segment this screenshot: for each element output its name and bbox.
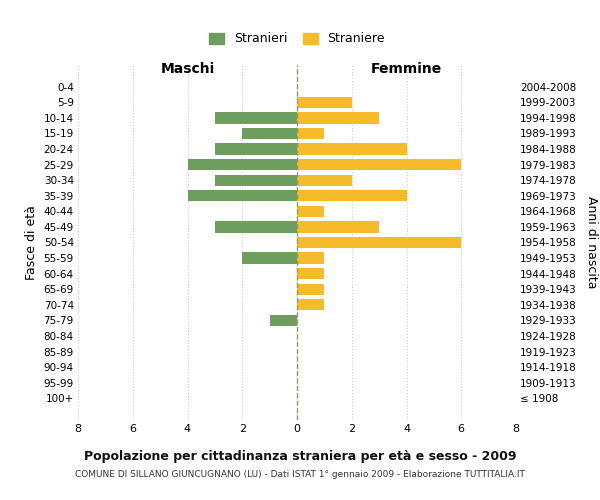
Bar — [269, 315, 297, 326]
Bar — [297, 284, 325, 295]
Text: Maschi: Maschi — [160, 62, 215, 76]
Bar — [297, 268, 325, 280]
Bar — [187, 159, 297, 170]
Y-axis label: Anni di nascita: Anni di nascita — [585, 196, 598, 289]
Bar — [187, 190, 297, 202]
Bar — [297, 144, 407, 154]
Bar — [297, 174, 352, 186]
Bar — [242, 252, 297, 264]
Bar — [215, 144, 297, 154]
Bar — [297, 299, 325, 310]
Text: Popolazione per cittadinanza straniera per età e sesso - 2009: Popolazione per cittadinanza straniera p… — [84, 450, 516, 463]
Legend: Stranieri, Straniere: Stranieri, Straniere — [205, 28, 389, 49]
Bar — [297, 252, 325, 264]
Bar — [297, 206, 325, 217]
Bar — [215, 174, 297, 186]
Y-axis label: Fasce di età: Fasce di età — [25, 205, 38, 280]
Bar — [242, 128, 297, 139]
Bar — [297, 159, 461, 170]
Bar — [215, 112, 297, 124]
Text: Femmine: Femmine — [371, 62, 442, 76]
Text: COMUNE DI SILLANO GIUNCUGNANO (LU) - Dati ISTAT 1° gennaio 2009 - Elaborazione T: COMUNE DI SILLANO GIUNCUGNANO (LU) - Dat… — [75, 470, 525, 479]
Bar — [297, 237, 461, 248]
Bar — [297, 190, 407, 202]
Bar — [297, 112, 379, 124]
Bar — [297, 128, 325, 139]
Bar — [297, 96, 352, 108]
Bar — [297, 222, 379, 232]
Bar — [215, 222, 297, 232]
